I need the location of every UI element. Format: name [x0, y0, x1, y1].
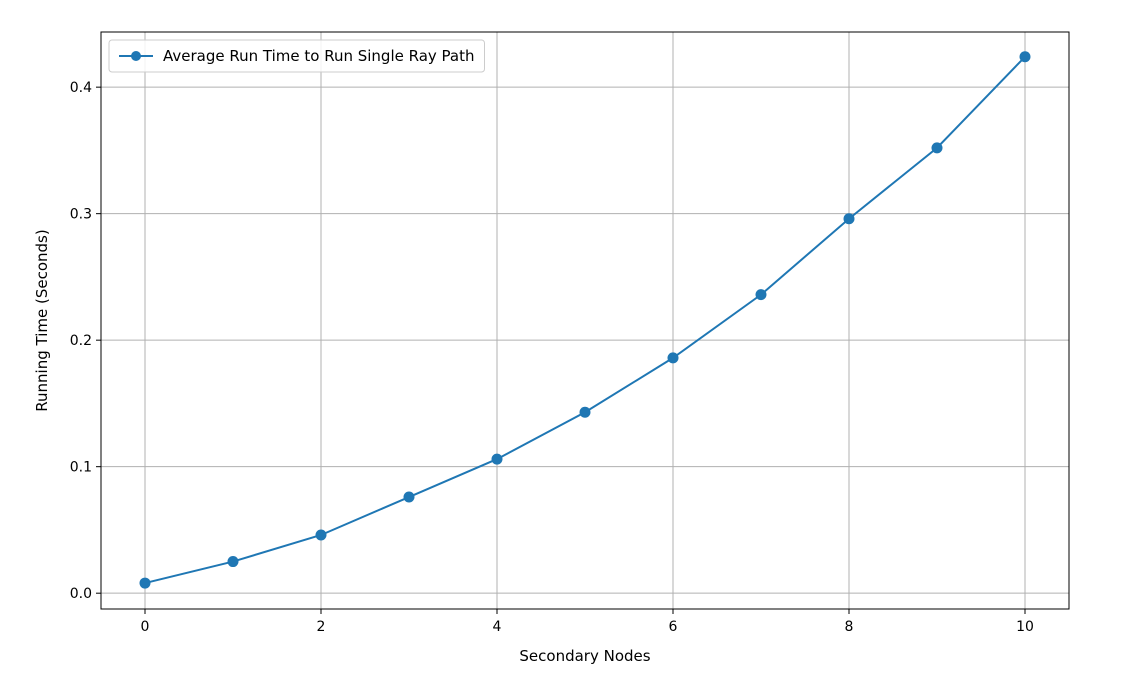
x-tick-label: 4 — [493, 619, 502, 635]
data-point — [139, 577, 151, 589]
legend: Average Run Time to Run Single Ray Path — [108, 39, 485, 73]
legend-entry-label: Average Run Time to Run Single Ray Path — [163, 47, 475, 65]
x-tick-label: 8 — [845, 619, 854, 635]
data-point — [1019, 51, 1031, 63]
y-tick-label: 0.1 — [70, 460, 92, 476]
x-tick-label: 6 — [669, 619, 678, 635]
y-tick-label: 0.4 — [70, 80, 92, 96]
plot-area-frame — [100, 31, 1070, 610]
y-tick-label: 0.3 — [70, 207, 92, 223]
legend-box — [108, 39, 485, 73]
x-tick-label: 2 — [317, 619, 326, 635]
data-point — [403, 491, 415, 503]
data-point — [579, 406, 591, 418]
legend-marker-swatch — [131, 51, 141, 61]
data-point — [843, 213, 855, 225]
x-axis-label: Secondary Nodes — [519, 647, 650, 665]
x-tick-label: 0 — [141, 619, 150, 635]
data-point — [227, 556, 239, 568]
y-tick-label: 0.0 — [70, 586, 92, 602]
series-layer — [139, 51, 1031, 589]
data-point — [315, 529, 327, 541]
axis-ticks: 0 2 4 6 8 10 0.0 0.1 0.2 0.3 0.4 — [70, 80, 1034, 635]
x-tick-label: 10 — [1016, 619, 1034, 635]
grid-lines — [101, 32, 1069, 609]
data-point — [667, 352, 679, 364]
data-point — [491, 453, 503, 465]
data-point — [931, 142, 943, 154]
data-point — [755, 289, 767, 301]
y-tick-label: 0.2 — [70, 333, 92, 349]
y-axis-label: Running Time (Seconds) — [33, 229, 51, 411]
